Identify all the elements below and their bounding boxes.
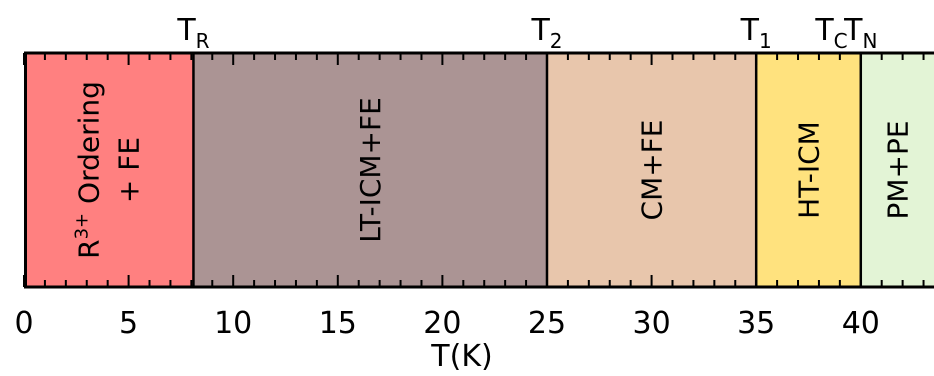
region-label: HT-ICM xyxy=(792,121,825,219)
plot-frame xyxy=(24,51,934,289)
x-tick-label: 35 xyxy=(737,306,775,341)
transition-label-t1: T1 xyxy=(740,13,772,53)
x-axis-label: T(K) xyxy=(430,339,492,374)
region-label: PM+PE xyxy=(881,120,914,219)
region-r-ordering-fe xyxy=(24,53,194,287)
region-label: R3+ Ordering + FE xyxy=(72,81,146,259)
region-ht-icm xyxy=(756,53,861,287)
transition-label-t2: T2 xyxy=(530,13,562,53)
x-tick-label: 10 xyxy=(214,306,252,341)
region-label: CM+FE xyxy=(636,120,669,221)
x-tick-label: 30 xyxy=(632,306,670,341)
x-tick-label: 25 xyxy=(528,306,566,341)
x-tick-label: 5 xyxy=(119,306,138,341)
region-lt-icm-fe xyxy=(193,53,547,287)
x-tick-label: 15 xyxy=(319,306,357,341)
transition-label-tn: TN xyxy=(843,13,877,53)
x-tick-label: 20 xyxy=(423,306,461,341)
region-pm-pe xyxy=(860,53,934,287)
transition-label-tr: TR xyxy=(176,13,209,53)
transition-label-tc: TC xyxy=(814,13,847,53)
x-tick-labels: 0 5 10 15 20 25 30 35 40 xyxy=(14,306,879,341)
x-tick-label: 40 xyxy=(842,306,880,341)
region-label: LT-ICM+FE xyxy=(354,97,387,243)
phase-regions: R3+ Ordering + FE LT-ICM+FE CM+FE HT-ICM PM+P… xyxy=(24,53,934,287)
region-cm-fe xyxy=(546,53,757,287)
x-tick-label: 0 xyxy=(14,306,33,341)
